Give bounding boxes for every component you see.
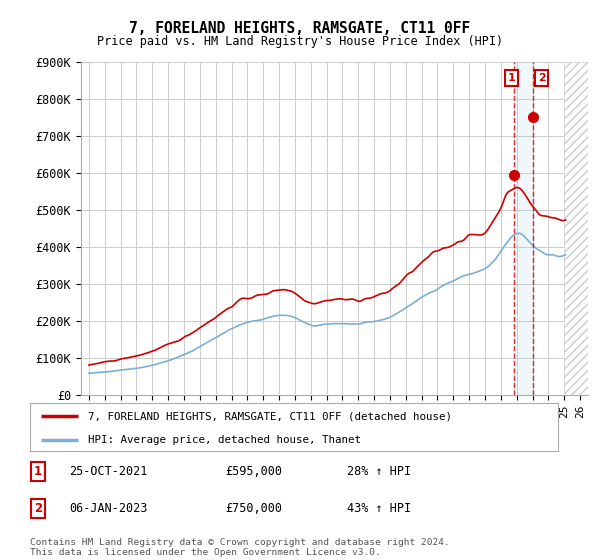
Text: 7, FORELAND HEIGHTS, RAMSGATE, CT11 0FF: 7, FORELAND HEIGHTS, RAMSGATE, CT11 0FF [130, 21, 470, 36]
Text: 1: 1 [34, 465, 42, 478]
Text: Contains HM Land Registry data © Crown copyright and database right 2024.
This d: Contains HM Land Registry data © Crown c… [30, 538, 450, 557]
Bar [514, 62, 533, 395]
Text: 43% ↑ HPI: 43% ↑ HPI [347, 502, 411, 515]
Bar [564, 62, 588, 395]
Bar [564, 62, 588, 395]
Text: HPI: Average price, detached house, Thanet: HPI: Average price, detached house, Than… [88, 435, 361, 445]
Text: Price paid vs. HM Land Registry's House Price Index (HPI): Price paid vs. HM Land Registry's House … [97, 35, 503, 48]
Text: 7, FORELAND HEIGHTS, RAMSGATE, CT11 0FF (detached house): 7, FORELAND HEIGHTS, RAMSGATE, CT11 0FF … [88, 411, 452, 421]
Text: 28% ↑ HPI: 28% ↑ HPI [347, 465, 411, 478]
Text: 25-OCT-2021: 25-OCT-2021 [70, 465, 148, 478]
Text: 2: 2 [34, 502, 42, 515]
Text: 06-JAN-2023: 06-JAN-2023 [70, 502, 148, 515]
Text: £750,000: £750,000 [226, 502, 283, 515]
Text: £595,000: £595,000 [226, 465, 283, 478]
Text: 2: 2 [538, 73, 545, 83]
Text: 1: 1 [508, 73, 515, 83]
